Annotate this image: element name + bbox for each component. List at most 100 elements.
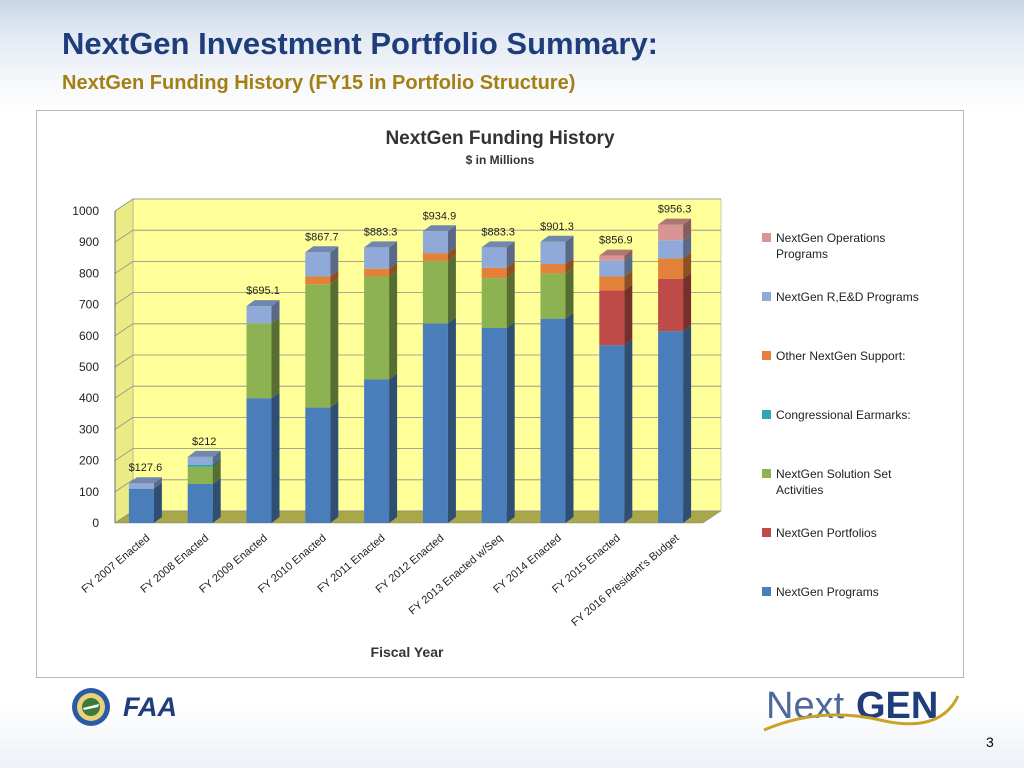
chart-subtitle: $ in Millions: [466, 153, 535, 167]
bar-segment-side: [565, 267, 574, 319]
y-tick-label: 300: [79, 422, 99, 436]
bar-top: [187, 450, 221, 457]
legend-label: NextGen Programs: [776, 585, 879, 599]
bar-total-label: $856.9: [599, 235, 633, 247]
bar-segment: [658, 224, 684, 241]
bar-total-label: $901.3: [540, 221, 574, 233]
legend-swatch: [762, 233, 771, 242]
bar-segment-side: [330, 270, 339, 285]
bar-segment: [599, 260, 625, 277]
bar-segment: [658, 258, 684, 279]
bar-segment-side: [447, 254, 456, 324]
bar-segment-side: [683, 234, 692, 259]
bar-segment-side: [683, 252, 692, 279]
bar-segment-side: [506, 272, 515, 328]
bar-segment-side: [389, 373, 398, 523]
bar-segment: [187, 464, 213, 467]
footer-background: [0, 660, 1024, 768]
bar-segment: [246, 398, 272, 523]
bar-segment-side: [624, 249, 633, 261]
chart-frame: NextGen Funding History $ in Millions Fi…: [36, 110, 964, 678]
bar-segment-side: [271, 317, 280, 399]
bar-segment: [540, 241, 566, 265]
bar-total-label: $956.3: [658, 204, 692, 216]
faa-wordmark: FAA: [123, 692, 177, 722]
logo-next: Next: [766, 685, 845, 727]
bar-segment-side: [330, 401, 339, 523]
bar-segment: [599, 345, 625, 523]
bar-segment-side: [212, 460, 221, 484]
gridline: [114, 229, 721, 243]
bar-total-label: $867.7: [305, 231, 339, 243]
bar-segment-side: [447, 247, 456, 261]
bar-stack: [481, 241, 515, 523]
bar-stack: [364, 241, 398, 523]
bar-segment-side: [330, 278, 339, 408]
legend-swatch: [762, 528, 771, 537]
bar-top: [364, 241, 398, 248]
bar-segment: [599, 255, 625, 261]
legend-swatch: [762, 292, 771, 301]
bar-total-label: $934.9: [423, 210, 457, 222]
bar-segment: [187, 484, 213, 523]
bar-top: [658, 218, 692, 225]
bar-segment-side: [624, 339, 633, 523]
bar-segment: [540, 318, 566, 523]
bar-segment-side: [330, 246, 339, 277]
bar-segment: [422, 260, 448, 324]
bar-top: [481, 241, 515, 248]
bar-top: [128, 477, 162, 484]
bar-segment-side: [271, 392, 280, 523]
gridline: [114, 416, 721, 430]
bar-segment-side: [389, 241, 398, 269]
bar-segment-side: [565, 312, 574, 523]
bar-stack: [599, 249, 633, 523]
bar-segment-side: [447, 317, 456, 523]
bar-segment: [540, 264, 566, 274]
y-tick-label: 700: [79, 298, 99, 312]
x-axis-title: Fiscal Year: [371, 644, 444, 660]
bar-segment: [422, 253, 448, 261]
page-number: 3: [986, 734, 994, 750]
bar-top: [422, 225, 456, 232]
bar-segment: [128, 488, 154, 523]
bar-segment-side: [624, 284, 633, 346]
y-tick-label: 0: [92, 516, 99, 530]
legend-swatch: [762, 351, 771, 360]
bar-stack: [187, 450, 221, 523]
bar-segment: [305, 252, 331, 277]
bar-segment: [658, 278, 684, 332]
legend-label: NextGen Portfolios: [776, 526, 877, 540]
bar-stack: [128, 477, 162, 523]
bar-total-label: $883.3: [364, 226, 398, 238]
bar-segment-side: [506, 322, 515, 523]
bar-segment: [364, 247, 390, 269]
bar-segment-side: [153, 482, 162, 523]
y-tick-label: 800: [79, 266, 99, 280]
bar-total-label: $127.6: [129, 462, 163, 474]
bar-segment: [246, 323, 272, 399]
bar-segment-side: [212, 478, 221, 523]
bar-top: [305, 246, 339, 253]
bar-segment: [364, 379, 390, 523]
logo-swoosh-icon: [763, 695, 960, 732]
bar-segment: [128, 483, 154, 489]
bar-segment-side: [683, 325, 692, 523]
bar-stack: [658, 218, 692, 523]
x-tick-label: FY 2013 Enacted w/Seq: [407, 532, 505, 617]
legend-swatch: [762, 410, 771, 419]
faa-seal-icon: [72, 688, 110, 726]
bar-stack: [246, 300, 280, 523]
legend-swatch: [762, 587, 771, 596]
bar-segment: [305, 284, 331, 408]
bar-segment: [658, 331, 684, 523]
x-tick-label: FY 2016 President's Budget: [569, 532, 681, 629]
logo-gen: GEN: [856, 685, 938, 727]
gridline: [114, 479, 721, 493]
gridline: [114, 260, 721, 274]
bar-segment-side: [212, 458, 221, 467]
bar-segment: [481, 328, 507, 523]
legend-label: NextGen Operations Programs: [776, 231, 885, 261]
bar-segment: [305, 407, 331, 523]
bar-segment: [422, 323, 448, 523]
